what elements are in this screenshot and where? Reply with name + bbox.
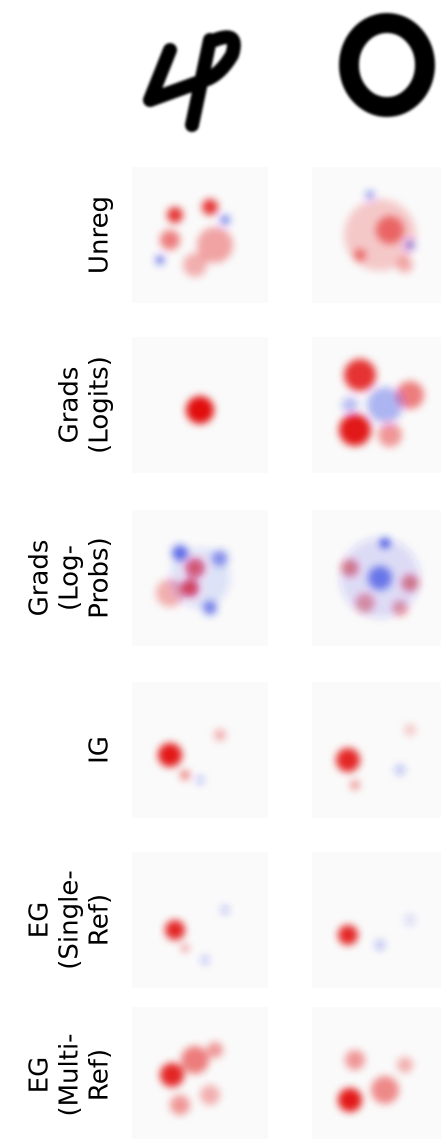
heatmap-blob [395,765,405,775]
heatmap-blob [397,1057,413,1073]
heatmap-blob [183,253,207,277]
row-label: Ref) [85,1049,115,1101]
heatmap-background [312,1007,441,1139]
heatmap-blob [165,920,185,940]
heatmap-blob [220,215,230,225]
heatmap-blob [367,387,403,423]
heatmap-background [132,682,268,818]
heatmap-blob [156,256,164,264]
heatmap-blob [340,538,420,618]
heatmap-blob [214,729,226,741]
heatmap-blob [404,724,416,736]
heatmap-blob [338,1088,362,1112]
heatmap-blob [170,1095,190,1115]
row-label: EG [25,1057,55,1094]
heatmap-blob [344,359,376,391]
row-label: Grads [25,540,55,617]
heatmap-blob [207,1042,223,1058]
row-label: (Multi- [55,1033,85,1116]
heatmap-blob [202,199,218,215]
heatmap-blob [160,1063,184,1087]
heatmap-background [312,852,441,988]
heatmap-blob [167,207,183,223]
heatmap-blob [376,216,404,244]
heatmap-blob [196,776,204,784]
heatmap-blob [350,780,360,790]
row-label: (Log- [55,545,85,611]
heatmap-blob [336,748,360,772]
row-label: EG [25,902,55,939]
heatmap [186,396,214,424]
heatmaps [132,167,441,1139]
heatmap-blob [181,1046,209,1074]
heatmap-background [132,852,268,988]
heatmap-blob [405,240,415,250]
heatmap-background [132,167,268,303]
heatmap-blob [158,743,182,767]
digit-zero [349,23,425,107]
heatmap-background [312,682,441,818]
heatmap-blob [371,1076,399,1104]
heatmap-blob [378,423,402,447]
heatmap-blob [160,230,180,250]
heatmap-blob [180,770,190,780]
row-label: (Logits) [85,356,115,454]
heatmap-blob [375,940,385,950]
row-label: (Single- [55,870,85,969]
heatmap-blob [170,548,230,608]
heatmap-blob [339,414,371,446]
heatmap-blob [397,257,413,273]
row-labels: UnregGrads(Logits)Grads(Log-Probs)IGEG(S… [25,196,115,1117]
row-label: Unreg [85,196,115,274]
heatmap [340,538,420,618]
row-label: Probs) [85,537,115,618]
heatmap-blob [221,906,229,914]
heatmap-blob [342,397,358,413]
heatmap-blob [201,956,209,964]
heatmap-blob [345,1050,365,1070]
heatmap-blob [186,396,214,424]
row-label: Grads [55,367,85,444]
heatmap-blob [366,191,374,199]
heatmap-blob [338,925,358,945]
heatmap-blob [200,1085,220,1105]
row-label: Ref) [85,894,115,946]
digit-four [150,37,234,125]
heatmap-blob [354,249,366,261]
row-label: IG [85,736,115,764]
heatmap-blob [181,944,189,952]
attribution-figure: UnregGrads(Logits)Grads(Log-Probs)IGEG(S… [0,0,441,1139]
heatmap-blob [405,915,415,925]
